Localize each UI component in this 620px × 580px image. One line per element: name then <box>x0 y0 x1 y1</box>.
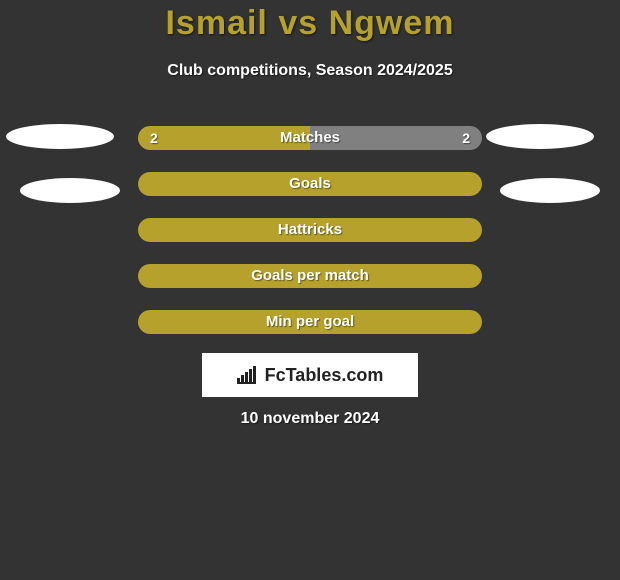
bar-chart-icon <box>237 366 259 384</box>
page-subtitle: Club competitions, Season 2024/2025 <box>0 62 620 80</box>
stat-value-left: 2 <box>150 126 158 150</box>
stat-row: Goals per match <box>138 264 482 288</box>
avatar-left-1 <box>6 124 114 149</box>
logo-text: FcTables.com <box>265 365 384 386</box>
stat-row: Goals <box>138 172 482 196</box>
stat-label: Goals per match <box>138 264 482 288</box>
stat-row: Matches2 2 <box>138 126 482 150</box>
stat-row: Hattricks <box>138 218 482 242</box>
stat-label: Matches <box>138 126 482 150</box>
stat-label: Min per goal <box>138 310 482 334</box>
page-title: Ismail vs Ngwem <box>0 4 620 43</box>
logo-box: FcTables.com <box>202 353 418 397</box>
avatar-right-2 <box>500 178 600 203</box>
stat-row: Min per goal <box>138 310 482 334</box>
avatar-left-2 <box>20 178 120 203</box>
avatar-right-1 <box>486 124 594 149</box>
stat-value-right: 2 <box>462 126 470 150</box>
date-text: 10 november 2024 <box>0 410 620 428</box>
stat-label: Hattricks <box>138 218 482 242</box>
logo: FcTables.com <box>237 365 384 386</box>
stat-label: Goals <box>138 172 482 196</box>
infographic-canvas: Ismail vs Ngwem Club competitions, Seaso… <box>0 0 620 580</box>
